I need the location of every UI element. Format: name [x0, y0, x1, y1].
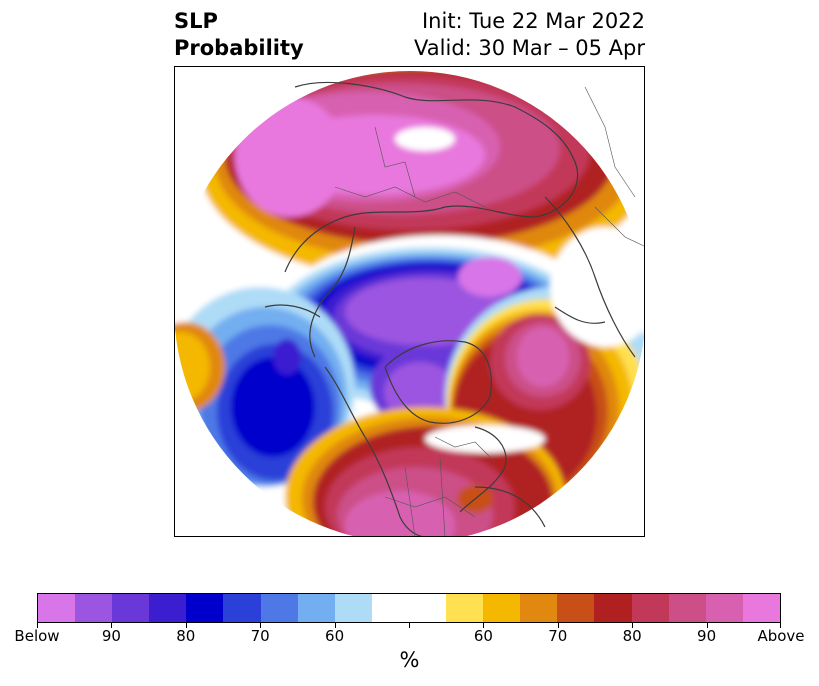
colorbar-segment	[149, 594, 187, 622]
colorbar-tick	[334, 623, 336, 628]
colorbar-unit-label: %	[399, 648, 420, 672]
colorbar-tick-label: 70	[250, 627, 270, 645]
colorbar-segment	[186, 594, 224, 622]
colorbar-segment	[334, 594, 372, 622]
polar-map	[175, 71, 644, 536]
colorbar-tick-label: 70	[548, 627, 568, 645]
title-right: Init: Tue 22 Mar 2022 Valid: 30 Mar – 05…	[414, 8, 645, 62]
colorbar-segment	[705, 594, 743, 622]
colorbar-segment	[446, 594, 484, 622]
colorbar-segment	[75, 594, 113, 622]
colorbar-segment	[260, 594, 298, 622]
colorbar-segment	[297, 594, 335, 622]
united-states-high	[285, 407, 565, 536]
colorbar-tick	[632, 623, 634, 628]
colorbar-tick	[557, 623, 559, 628]
europe-siberia-high	[200, 71, 644, 282]
colorbar-segment	[408, 594, 447, 622]
init-date: Init: Tue 22 Mar 2022	[421, 9, 645, 33]
colorbar-tick-label: 60	[473, 627, 493, 645]
colorbar-segment	[668, 594, 706, 622]
colorbar-tick	[483, 623, 485, 628]
colorbar-tick-label: Below	[14, 627, 60, 645]
map-panel	[174, 66, 645, 537]
colorbar-segment	[371, 594, 409, 622]
probability-field	[175, 71, 644, 536]
colorbar-segment	[520, 594, 558, 622]
colorbar-tick	[185, 623, 187, 628]
colorbar	[37, 593, 781, 623]
colorbar-tick	[780, 623, 781, 628]
political-borders	[334, 86, 644, 536]
colorbar-segment	[112, 594, 150, 622]
valid-period: Valid: 30 Mar – 05 Apr	[414, 36, 645, 60]
colorbar-segment	[223, 594, 261, 622]
colorbar-tick-label: 90	[101, 627, 121, 645]
colorbar-segment	[631, 594, 669, 622]
title-product: Probability	[174, 36, 304, 60]
colorbar-tick-label: 90	[697, 627, 717, 645]
colorbar-tick-label: Above	[757, 627, 805, 645]
colorbar-ticks	[37, 623, 781, 633]
title-left: SLP Probability	[174, 8, 304, 62]
colorbar-tick	[111, 623, 113, 628]
colorbar-segment	[38, 594, 76, 622]
colorbar-labels: Below 90 80 70 60 60 70 80 90 Above	[14, 627, 804, 647]
colorbar-tick	[409, 623, 410, 628]
colorbar-segment	[557, 594, 595, 622]
colorbar-segment	[594, 594, 632, 622]
colorbar-segment	[483, 594, 521, 622]
colorbar-tick-label: 80	[622, 627, 642, 645]
colorbar-tick	[37, 623, 38, 628]
title-variable: SLP	[174, 9, 218, 33]
colorbar-tick-label: 60	[325, 627, 345, 645]
colorbar-tick	[706, 623, 708, 628]
coastlines	[264, 81, 636, 536]
colorbar-segment	[742, 594, 780, 622]
colorbar-tick-label: 80	[176, 627, 196, 645]
colorbar-tick	[260, 623, 262, 628]
